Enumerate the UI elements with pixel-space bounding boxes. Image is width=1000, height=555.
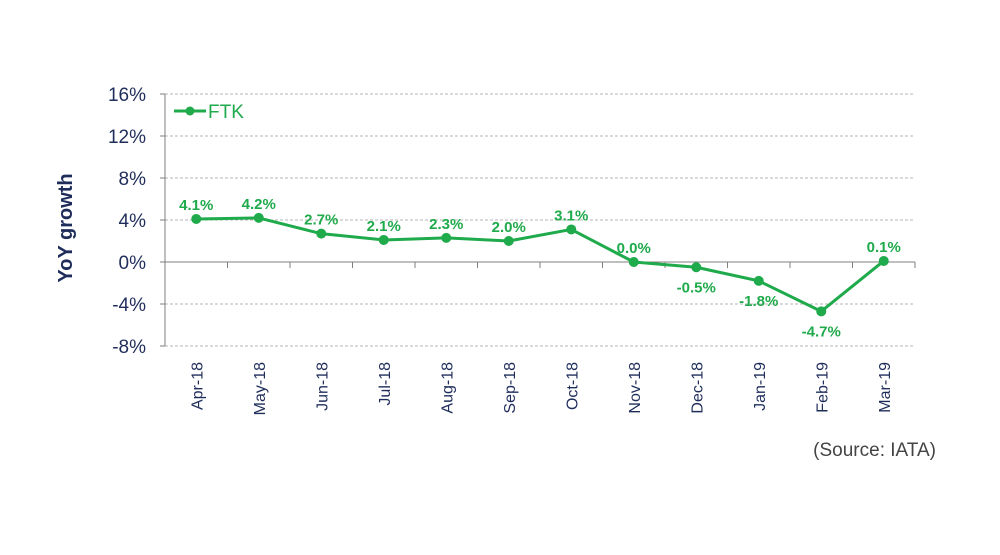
x-tick-label: May-18 <box>252 362 269 415</box>
data-point <box>378 234 389 245</box>
data-label: 2.1% <box>367 218 401 235</box>
data-labels: 4.1% 4.2% 2.7% 2.1% 2.3% 2.0% 3.1% 0.0% -0.5% -1.… <box>179 196 901 340</box>
y-axis-ticks: 16% 12% 8% 4% 0% -4% -8% <box>108 85 146 358</box>
data-point <box>691 262 702 273</box>
x-tick-label: Sep-18 <box>502 362 519 414</box>
x-tick-label: Jan-19 <box>752 362 769 411</box>
x-tick-label: Jul-18 <box>377 362 394 406</box>
x-tick-label: Apr-18 <box>189 362 206 410</box>
source-note: (Source: IATA) <box>813 440 936 461</box>
data-point <box>503 236 514 246</box>
x-tick-label: Dec-18 <box>689 362 706 414</box>
gridlines <box>165 93 915 347</box>
data-label: 3.1% <box>554 207 588 224</box>
data-label: 2.3% <box>429 216 463 233</box>
x-tick-label: Jun-18 <box>314 362 331 411</box>
legend: FTK <box>174 102 244 123</box>
x-axis-ticks: Apr-18 May-18 Jun-18 Jul-18 Aug-18 Sep-18 Oct-… <box>189 362 894 415</box>
x-tick-label: Oct-18 <box>564 362 581 410</box>
data-point <box>566 224 577 235</box>
x-tick-label: Feb-19 <box>814 362 831 413</box>
y-tick-label: 4% <box>119 211 147 232</box>
y-tick-label: -8% <box>112 337 146 358</box>
data-label: 0.1% <box>867 239 901 256</box>
y-tick-label: 12% <box>108 127 146 148</box>
x-axis <box>160 93 916 347</box>
data-point <box>316 228 327 239</box>
x-tick-label: Nov-18 <box>627 362 644 414</box>
x-tick-label: Aug-18 <box>439 362 456 414</box>
data-point <box>253 212 264 223</box>
y-axis-label: YoY growth <box>55 173 77 282</box>
data-point <box>441 232 452 243</box>
series-ftk <box>191 212 889 317</box>
legend-label-ftk: FTK <box>208 102 244 123</box>
data-label: -1.8% <box>739 293 778 310</box>
data-point <box>191 213 202 224</box>
data-point <box>753 275 764 286</box>
data-label: -0.5% <box>677 279 716 296</box>
data-label: 2.7% <box>304 212 338 229</box>
y-tick-label: 16% <box>108 85 146 106</box>
data-label: 2.0% <box>492 219 526 236</box>
y-tick-label: 0% <box>119 253 147 274</box>
data-point <box>878 255 889 266</box>
data-label: 0.0% <box>617 240 651 257</box>
data-label: 4.1% <box>179 197 213 214</box>
y-tick-label: 8% <box>119 169 147 190</box>
data-label: -4.7% <box>802 323 841 340</box>
series-line <box>196 216 885 313</box>
data-label: 4.2% <box>242 196 276 213</box>
data-point <box>628 257 639 267</box>
legend-marker <box>185 106 195 116</box>
data-point <box>816 306 827 317</box>
x-tick-label: Mar-19 <box>877 362 894 413</box>
y-tick-label: -4% <box>112 295 146 316</box>
